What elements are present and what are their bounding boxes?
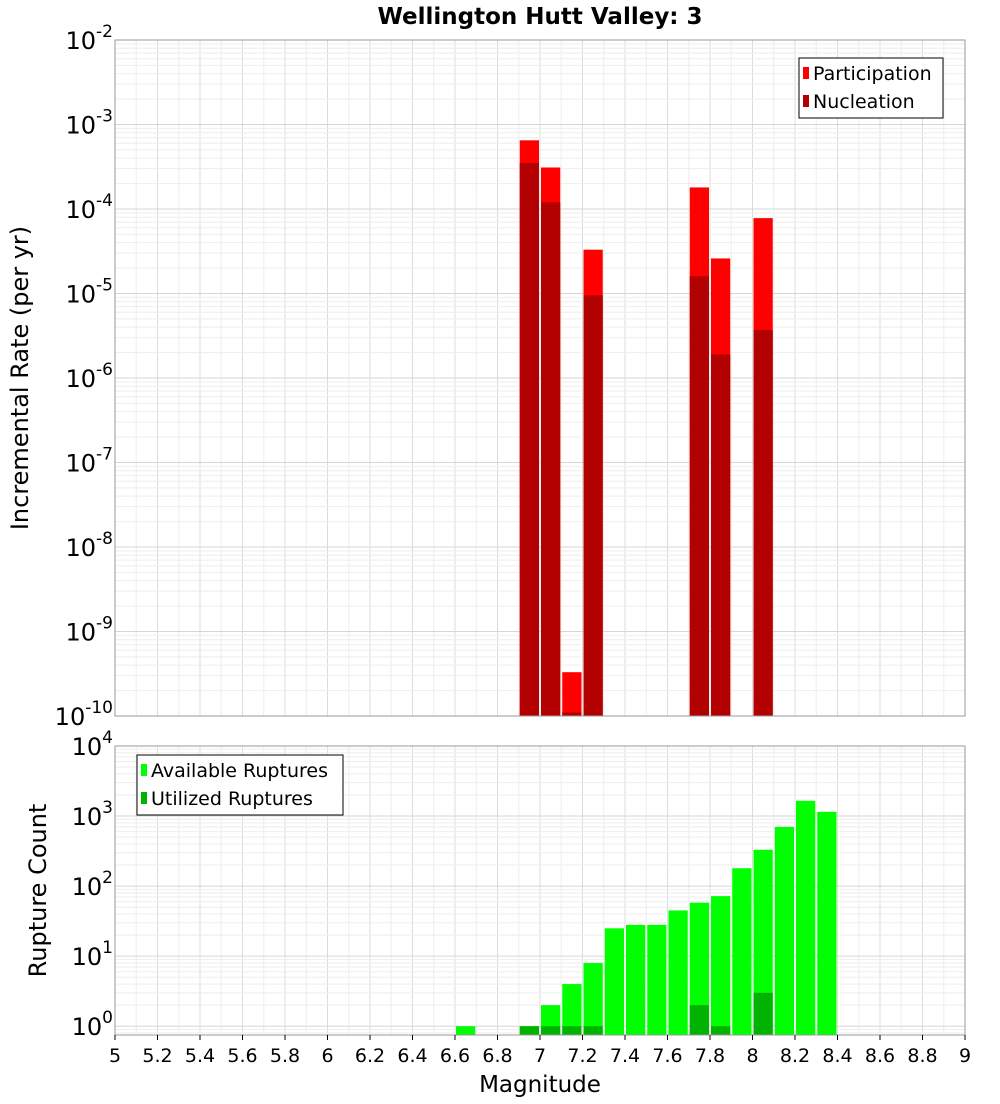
y-axis-label: Incremental Rate (per yr) — [6, 226, 34, 530]
bar-nucleation — [519, 163, 539, 716]
bar-available-ruptures — [626, 924, 646, 1035]
bar-available-ruptures — [647, 924, 667, 1035]
y-tick-label: 10-3 — [66, 107, 114, 140]
bar-available-ruptures — [753, 849, 773, 1035]
y-tick-label: 10-10 — [55, 698, 113, 731]
y-tick-label: 102 — [72, 868, 113, 901]
bar-available-ruptures — [732, 868, 752, 1035]
legend-label: Utilized Ruptures — [151, 788, 313, 810]
x-tick-label: 6.2 — [355, 1045, 385, 1067]
bar-available-ruptures — [774, 826, 794, 1035]
y-tick-label: 10-2 — [66, 22, 114, 55]
legend-label: Participation — [813, 63, 932, 85]
legend-swatch — [141, 792, 147, 804]
x-tick-label: 6.8 — [482, 1045, 512, 1067]
x-tick-label: 5.2 — [142, 1045, 172, 1067]
x-tick-label: 5.8 — [270, 1045, 300, 1067]
x-tick-label: 5.6 — [227, 1045, 257, 1067]
bar-available-ruptures — [711, 896, 731, 1035]
y-tick-label: 10-9 — [66, 614, 114, 647]
bar-available-ruptures — [817, 811, 837, 1035]
legend-label: Available Ruptures — [151, 760, 328, 782]
x-tick-label: 9 — [959, 1045, 971, 1067]
y-tick-label: 101 — [72, 938, 113, 971]
legend-swatch — [803, 67, 809, 79]
plot-frame — [114, 39, 966, 717]
bar-utilized-ruptures — [562, 1026, 582, 1035]
plot-panel-2: 100 101 102 103 104 Rupture Count 5 5.2 5.4 5.6 5.… — [24, 728, 971, 1098]
legend-swatch — [803, 95, 809, 107]
y-tick-label: 10-8 — [66, 529, 114, 562]
bar-available-ruptures — [689, 902, 709, 1035]
bar-nucleation — [689, 276, 709, 716]
y-tick-label: 10-7 — [66, 445, 114, 478]
x-tick-label: 8.2 — [780, 1045, 810, 1067]
x-tick-label: 5 — [109, 1045, 121, 1067]
bar-participation — [562, 672, 582, 716]
x-tick-label: 8.4 — [822, 1045, 852, 1067]
x-tick-label: 8.8 — [907, 1045, 937, 1067]
bar-available-ruptures — [796, 800, 816, 1035]
legend-label: Nucleation — [813, 91, 915, 113]
y-tick-label: 100 — [72, 1008, 113, 1041]
x-tick-label: 8 — [746, 1045, 758, 1067]
x-tick-label: 7.6 — [652, 1045, 682, 1067]
plot-panel-1: 10-10 10-9 10-8 10-7 10-6 10-5 10-4 10-3 10-2 Inc… — [6, 4, 966, 731]
y-tick-label: 103 — [72, 798, 113, 831]
bar-available-ruptures — [562, 984, 582, 1035]
legend-box — [136, 754, 344, 816]
x-tick-label: 8.6 — [865, 1045, 895, 1067]
chart-title: Wellington Hutt Valley: 3 — [377, 4, 702, 30]
bar-utilized-ruptures — [541, 1026, 561, 1035]
y-tick-label: 10-6 — [66, 360, 114, 393]
bar-nucleation — [583, 295, 603, 716]
y-tick-label: 104 — [72, 728, 113, 761]
x-tick-label: 6 — [321, 1045, 333, 1067]
x-tick-label: 6.6 — [440, 1045, 470, 1067]
x-tick-label: 7 — [534, 1045, 546, 1067]
bar-utilized-ruptures — [711, 1026, 731, 1035]
legend-swatch — [141, 764, 147, 776]
x-axis-label: Magnitude — [479, 1072, 601, 1098]
bar-utilized-ruptures — [519, 1026, 539, 1035]
bar-utilized-ruptures — [689, 1005, 709, 1035]
legend: Available Ruptures Utilized Ruptures — [136, 754, 344, 816]
y-axis-label: Rupture Count — [24, 804, 52, 978]
bar-available-ruptures — [668, 910, 688, 1035]
y-tick-label: 10-4 — [66, 191, 114, 224]
bar-available-ruptures — [604, 928, 624, 1035]
legend: Participation Nucleation — [798, 57, 944, 119]
legend-box — [798, 57, 944, 119]
bar-available-ruptures — [456, 1026, 476, 1035]
bar-nucleation — [753, 329, 773, 716]
bar-nucleation — [541, 202, 561, 716]
bar-nucleation — [711, 354, 731, 716]
x-tick-label: 7.4 — [610, 1045, 640, 1067]
bar-utilized-ruptures — [753, 992, 773, 1035]
x-tick-label: 5.4 — [185, 1045, 215, 1067]
bar-nucleation — [562, 712, 582, 716]
bar-available-ruptures — [583, 962, 603, 1035]
y-tick-label: 10-5 — [66, 276, 114, 309]
bar-utilized-ruptures — [583, 1026, 603, 1035]
x-tick-label: 7.2 — [567, 1045, 597, 1067]
x-tick-label: 7.8 — [695, 1045, 725, 1067]
x-tick-label: 6.4 — [397, 1045, 427, 1067]
